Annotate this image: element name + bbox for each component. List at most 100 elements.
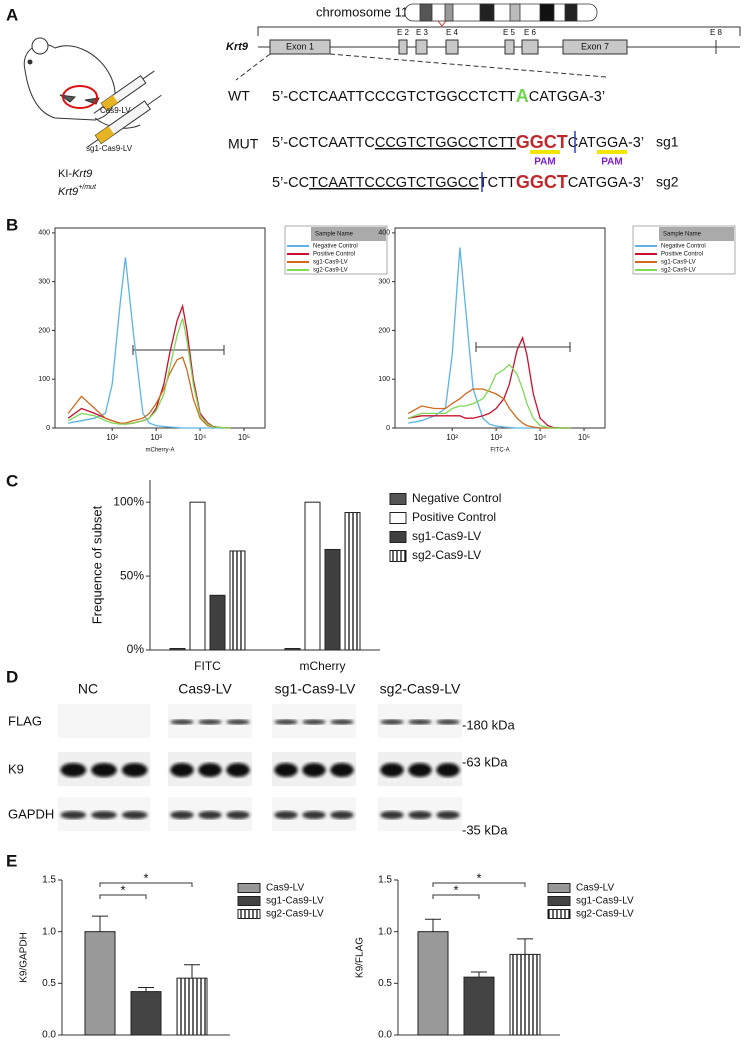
y-tick-label: 200 bbox=[38, 327, 50, 334]
guide-label: sg2 bbox=[656, 174, 679, 190]
x-tick-label: 10² bbox=[106, 433, 118, 442]
blot-band bbox=[170, 763, 194, 777]
legend-swatch bbox=[237, 909, 261, 919]
bar bbox=[344, 512, 361, 651]
text: 5’-CC bbox=[272, 175, 309, 191]
row-label: K9 bbox=[8, 761, 24, 776]
significance-label: * bbox=[453, 882, 458, 897]
legend-title: Sample Name bbox=[663, 232, 702, 238]
y-tick-label: 400 bbox=[378, 230, 390, 237]
gate bbox=[475, 342, 571, 352]
gene-diagram bbox=[235, 26, 741, 81]
x-tick-label: 10³ bbox=[490, 433, 502, 442]
blot-band bbox=[198, 811, 222, 819]
blot-band bbox=[226, 763, 250, 777]
y-axis-label: Frequence of subset bbox=[89, 505, 104, 624]
y-tick-label: 1.0 bbox=[378, 926, 392, 937]
blot-band bbox=[91, 763, 117, 777]
legend-label: Negative Control bbox=[313, 244, 358, 250]
blot-band bbox=[226, 811, 250, 819]
blot-band bbox=[330, 811, 354, 819]
blot-band bbox=[60, 763, 87, 777]
text: TCTT bbox=[479, 175, 516, 191]
x-axis-label: mCherry-A bbox=[145, 448, 174, 454]
significance-bracket bbox=[99, 882, 193, 887]
bar bbox=[417, 931, 449, 1036]
exon-label: E 5 bbox=[503, 28, 516, 37]
exon-label: Exon 1 bbox=[286, 41, 314, 51]
gate bbox=[132, 345, 225, 355]
text: 5’-CCTCAATTCCCGTCTGGCCTCTT bbox=[272, 89, 516, 105]
legend-label: sg2-Cas9-LV bbox=[661, 268, 696, 274]
injection-label: sg1-Cas9-LV bbox=[86, 144, 133, 153]
bar bbox=[189, 501, 206, 651]
x-tick-label: mCherry bbox=[299, 659, 345, 673]
plot-frame bbox=[394, 227, 606, 429]
legend-swatch bbox=[237, 896, 261, 906]
bar bbox=[304, 501, 321, 651]
panel-label: B bbox=[6, 215, 18, 234]
chromosome-label: chromosome 11 bbox=[316, 4, 408, 19]
bar bbox=[324, 548, 341, 651]
text: 5’-CCTCAATTC bbox=[272, 135, 375, 151]
marker-label: -63 kDa bbox=[462, 754, 508, 769]
bar bbox=[176, 977, 208, 1036]
blot-band bbox=[330, 763, 354, 777]
blot-band bbox=[436, 719, 460, 725]
lane-label: NC bbox=[78, 681, 98, 697]
x-tick-label: 10² bbox=[446, 433, 458, 442]
blot-band bbox=[121, 811, 148, 819]
legend-label: Cas9-LV bbox=[266, 883, 304, 894]
x-tick-label: 10⁵ bbox=[578, 433, 590, 442]
legend-label: Negative Control bbox=[412, 491, 501, 505]
mouse-illustration bbox=[23, 37, 162, 148]
legend-header bbox=[659, 227, 734, 241]
blot-band bbox=[380, 763, 404, 777]
exon-label: E 4 bbox=[446, 28, 459, 37]
bar bbox=[84, 931, 116, 1036]
y-tick-label: 1.5 bbox=[42, 875, 56, 886]
significance-label: * bbox=[476, 870, 481, 885]
text: CATGGA-3’ bbox=[568, 175, 644, 191]
legend-swatch bbox=[389, 512, 407, 524]
bar bbox=[169, 648, 186, 651]
text: Krt9 bbox=[58, 186, 78, 198]
significance-bracket bbox=[432, 882, 526, 887]
text: A bbox=[516, 86, 529, 106]
legend-swatch bbox=[547, 909, 571, 919]
sequence-label: WT bbox=[228, 88, 250, 104]
y-tick-label: 100 bbox=[38, 376, 50, 383]
significance-bracket bbox=[432, 894, 480, 899]
legend-swatch bbox=[237, 883, 261, 893]
y-tick-label: 50% bbox=[120, 568, 144, 582]
exon-label: Exon 7 bbox=[581, 41, 609, 51]
error-bar bbox=[471, 971, 487, 978]
model-label: KI-Krt9 bbox=[58, 168, 92, 180]
x-axis-label: FITC-A bbox=[490, 448, 509, 454]
legend-swatch bbox=[389, 550, 407, 562]
blot-band bbox=[170, 811, 194, 819]
row-label: FLAG bbox=[8, 713, 42, 728]
x-tick-label: 10⁴ bbox=[194, 433, 207, 442]
y-tick-label: 1.0 bbox=[42, 926, 56, 937]
panel-label: A bbox=[6, 5, 18, 24]
blot-strip bbox=[58, 704, 150, 738]
legend-label: sg1-Cas9-LV bbox=[412, 529, 481, 543]
error-bar bbox=[138, 986, 154, 992]
western-blot: NC Cas9-LV sg1-Cas9-LV sg2-Cas9-LV FLAG K9 GAP… bbox=[8, 681, 516, 838]
blot-band bbox=[380, 811, 404, 819]
bar bbox=[229, 550, 246, 651]
bar bbox=[509, 953, 541, 1036]
y-tick-label: 300 bbox=[38, 279, 50, 286]
y-tick-label: 1.5 bbox=[378, 875, 392, 886]
bar bbox=[463, 976, 495, 1036]
x-tick-label: 10⁵ bbox=[238, 433, 250, 442]
histogram-line bbox=[407, 388, 571, 429]
injection-label: Cas9-LV bbox=[100, 106, 131, 115]
panel-label: E bbox=[6, 851, 17, 870]
text: KI- bbox=[58, 168, 72, 180]
legend-label: sg1-Cas9-LV bbox=[266, 896, 324, 907]
legend-label: sg1-Cas9-LV bbox=[661, 260, 696, 266]
pam-label: PAM bbox=[534, 157, 555, 168]
legend-swatch bbox=[547, 883, 571, 893]
